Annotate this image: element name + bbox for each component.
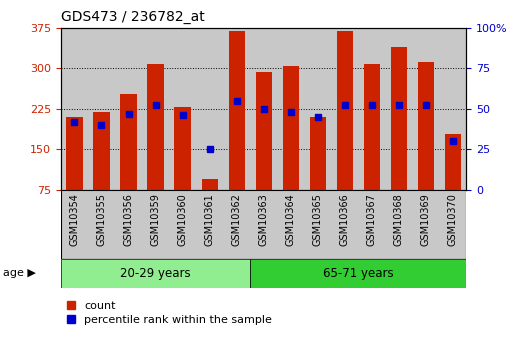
Text: GSM10360: GSM10360 — [178, 193, 188, 246]
Bar — [310, 117, 326, 190]
Bar — [337, 31, 353, 190]
Text: 65-71 years: 65-71 years — [323, 267, 394, 280]
Text: GSM10367: GSM10367 — [367, 193, 377, 246]
Bar — [282, 66, 299, 190]
Text: GSM10359: GSM10359 — [151, 193, 161, 246]
Bar — [391, 47, 407, 190]
Bar — [250, 259, 466, 288]
Bar — [201, 179, 218, 190]
Text: GSM10354: GSM10354 — [69, 193, 80, 246]
Bar — [255, 72, 272, 190]
Bar — [93, 112, 110, 190]
Bar — [147, 64, 164, 190]
Text: GSM10361: GSM10361 — [205, 193, 215, 246]
Bar — [120, 94, 137, 190]
Bar — [61, 259, 250, 288]
Bar — [418, 62, 434, 190]
Text: GDS473 / 236782_at: GDS473 / 236782_at — [61, 10, 205, 24]
Bar — [445, 134, 461, 190]
Text: GSM10368: GSM10368 — [394, 193, 404, 246]
Text: GSM10363: GSM10363 — [259, 193, 269, 246]
Bar — [66, 117, 83, 190]
Bar — [61, 190, 466, 259]
Text: GSM10356: GSM10356 — [123, 193, 134, 246]
Bar — [174, 107, 191, 190]
Text: GSM10355: GSM10355 — [96, 193, 107, 246]
Text: GSM10370: GSM10370 — [448, 193, 458, 246]
Text: GSM10369: GSM10369 — [421, 193, 431, 246]
Text: age ▶: age ▶ — [3, 268, 36, 278]
Text: 20-29 years: 20-29 years — [120, 267, 191, 280]
Text: GSM10366: GSM10366 — [340, 193, 350, 246]
Bar — [364, 64, 380, 190]
Text: GSM10365: GSM10365 — [313, 193, 323, 246]
Text: GSM10362: GSM10362 — [232, 193, 242, 246]
Text: GSM10364: GSM10364 — [286, 193, 296, 246]
Legend: count, percentile rank within the sample: count, percentile rank within the sample — [66, 300, 272, 325]
Bar — [228, 31, 245, 190]
